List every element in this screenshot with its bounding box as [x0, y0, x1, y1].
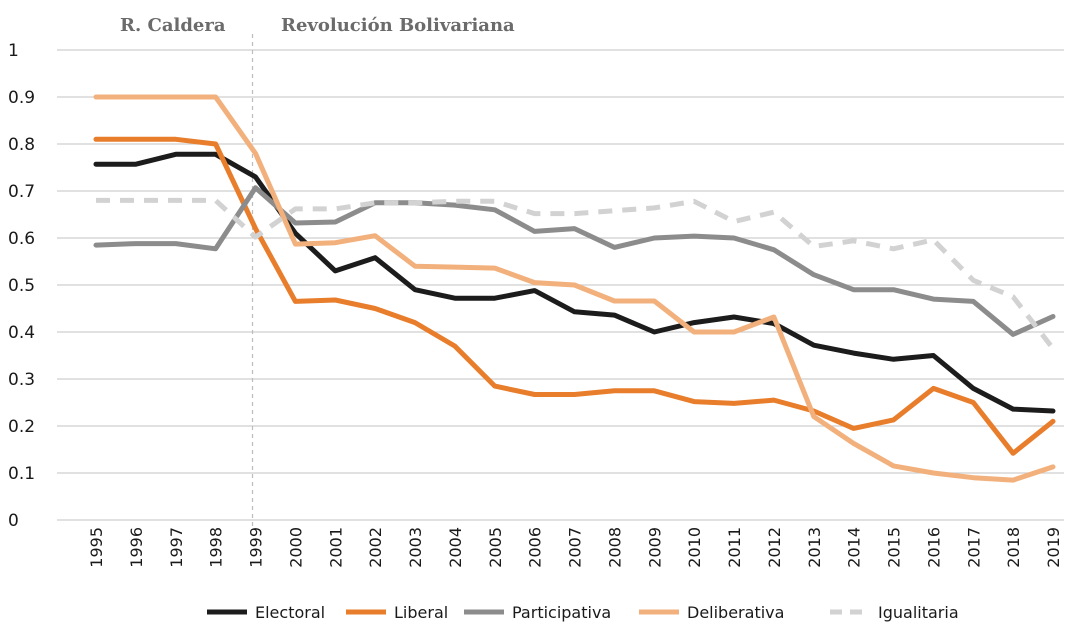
series-lines [93, 94, 1056, 483]
x-tick-label: 2013 [805, 527, 824, 568]
x-tick-label: 2012 [765, 527, 784, 568]
x-tick-label: 2005 [486, 527, 505, 568]
x-tick-label: 2003 [406, 527, 425, 568]
x-tick-label: 1995 [87, 527, 106, 568]
x-axis-ticks: 1995 1996 1997 1998 1999 2000 2001 2002 2003 2004… [87, 527, 1063, 568]
x-tick-label: 2009 [645, 527, 664, 568]
series-line-liberal [93, 136, 1056, 456]
legend-label-igualitaria: Igualitaria [878, 603, 959, 622]
x-tick-label: 2004 [446, 527, 465, 568]
x-tick-label: 2014 [845, 527, 864, 568]
x-tick-label: 2018 [1004, 527, 1023, 568]
period-label-caldera: R. Caldera [120, 15, 226, 36]
legend-label-deliberativa: Deliberativa [687, 603, 784, 622]
period-label-revolucion: Revolución Bolivariana [281, 15, 515, 36]
x-tick-label: 1996 [127, 527, 146, 568]
legend-label-liberal: Liberal [394, 603, 448, 622]
series-line-electoral [93, 151, 1056, 414]
x-tick-label: 1998 [207, 527, 226, 568]
x-tick-label: 1997 [167, 527, 186, 568]
y-tick-label: 0.5 [8, 276, 35, 296]
legend: Electoral Liberal Participativa Deliberativ… [207, 603, 959, 622]
x-tick-label: 2001 [326, 527, 345, 568]
series-line-deliberativa [93, 94, 1056, 483]
x-tick-label: 2017 [964, 527, 983, 568]
y-tick-label: 1 [8, 41, 19, 61]
x-tick-label: 2015 [885, 527, 904, 568]
series-line-igualitaria [96, 197, 1055, 351]
x-tick-label: 2007 [566, 527, 585, 568]
y-tick-label: 0.2 [8, 417, 35, 437]
legend-label-electoral: Electoral [255, 603, 325, 622]
y-tick-label: 0 [8, 511, 19, 531]
x-tick-label: 2011 [725, 527, 744, 568]
x-tick-label: 2010 [685, 527, 704, 568]
x-tick-label: 2006 [526, 527, 545, 568]
y-tick-label: 0.1 [8, 464, 35, 484]
x-tick-label: 2000 [286, 527, 305, 568]
y-tick-label: 0.9 [8, 88, 35, 108]
x-tick-label: 2008 [605, 527, 624, 568]
x-tick-label: 2016 [924, 527, 943, 568]
x-tick-label: 2019 [1044, 527, 1063, 568]
y-tick-label: 0.3 [8, 370, 35, 390]
x-tick-label: 1999 [247, 527, 266, 568]
legend-label-participativa: Participativa [512, 603, 611, 622]
x-tick-label: 2002 [366, 527, 385, 568]
y-tick-label: 0.7 [8, 182, 35, 202]
y-axis-ticks: 0 0.1 0.2 0.3 0.4 0.5 0.6 0.7 0.8 0.9 1 [8, 41, 35, 531]
series-line-participativa [93, 185, 1056, 337]
y-tick-label: 0.4 [8, 323, 35, 343]
y-tick-label: 0.6 [8, 229, 35, 249]
y-tick-label: 0.8 [8, 135, 35, 155]
